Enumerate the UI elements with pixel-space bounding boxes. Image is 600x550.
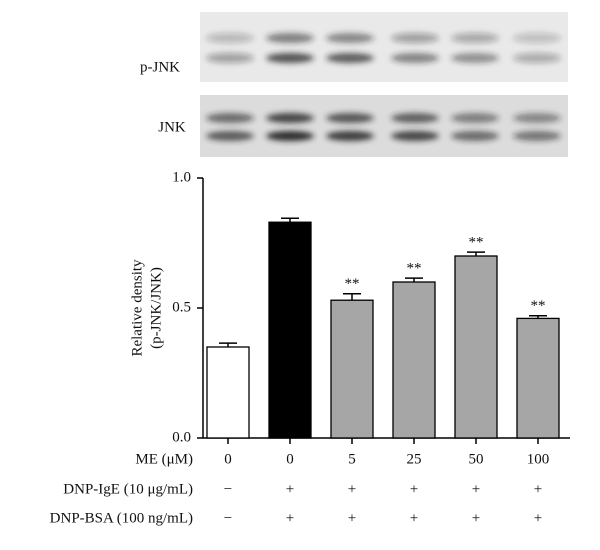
x-tick-label: 0: [224, 451, 232, 467]
blot-band: [206, 131, 254, 141]
significance: **: [345, 276, 360, 292]
row-cell: +: [410, 510, 418, 526]
significance: **: [469, 235, 484, 251]
bar: [392, 281, 436, 439]
blot-band: [513, 113, 561, 123]
blot-band: [391, 113, 439, 123]
row-cell: +: [348, 481, 356, 497]
y-axis-label: Relative density (p-JNK/JNK): [129, 259, 164, 357]
blot-band: [451, 113, 499, 123]
bar: [516, 317, 560, 439]
row-cell: +: [534, 481, 542, 497]
significance: **: [407, 261, 422, 277]
y-label-line: (p-JNK/JNK): [148, 267, 164, 349]
bar: [454, 255, 498, 439]
blot-band: [326, 53, 374, 63]
y-label-line: Relative density: [129, 259, 145, 357]
row-cell: −: [224, 510, 232, 526]
blot-band: [326, 33, 374, 43]
blot-band: [266, 53, 314, 63]
y-tick-label: 0.0: [172, 429, 191, 445]
x-tick-label: 5: [348, 451, 356, 467]
bar: [206, 346, 250, 439]
blot-label: p-JNK: [140, 59, 180, 75]
blot-band: [391, 53, 439, 63]
blot-band: [513, 53, 561, 63]
significance: **: [531, 298, 546, 314]
row-cell: +: [348, 510, 356, 526]
row-label: DNP-BSA (100 ng/mL): [50, 510, 193, 526]
blot-band: [451, 53, 499, 63]
blot-band: [513, 33, 561, 43]
row-cell: +: [286, 481, 294, 497]
blot-band: [451, 33, 499, 43]
y-tick-label: 1.0: [172, 169, 191, 185]
x-tick-label: 50: [469, 451, 484, 467]
blot-band: [206, 53, 254, 63]
row-cell: +: [472, 510, 480, 526]
blot-band: [206, 113, 254, 123]
blot-jnk: [200, 95, 568, 157]
blot-band: [326, 113, 374, 123]
blot-p-jnk: [200, 12, 568, 82]
blot-band: [266, 113, 314, 123]
blot-label: JNK: [158, 119, 186, 135]
row-cell: −: [224, 481, 232, 497]
x-tick-label: 25: [407, 451, 422, 467]
x-tick-label: 0: [286, 451, 294, 467]
row-label: DNP-IgE (10 μg/mL): [63, 481, 193, 497]
x-axis-label: ME (μM): [135, 451, 193, 467]
x-tick-label: 100: [527, 451, 550, 467]
bar: [268, 221, 312, 439]
blot-band: [266, 33, 314, 43]
y-tick-label: 0.5: [172, 299, 191, 315]
bar: [330, 299, 374, 439]
row-cell: +: [410, 481, 418, 497]
blot-band: [391, 131, 439, 141]
blot-band: [326, 131, 374, 141]
blot-band: [266, 131, 314, 141]
blot-bands: [206, 33, 561, 141]
row-cell: +: [534, 510, 542, 526]
blot-band: [513, 131, 561, 141]
blot-band: [451, 131, 499, 141]
blot-band: [391, 33, 439, 43]
blot-band: [206, 33, 254, 43]
row-cell: +: [472, 481, 480, 497]
row-cell: +: [286, 510, 294, 526]
